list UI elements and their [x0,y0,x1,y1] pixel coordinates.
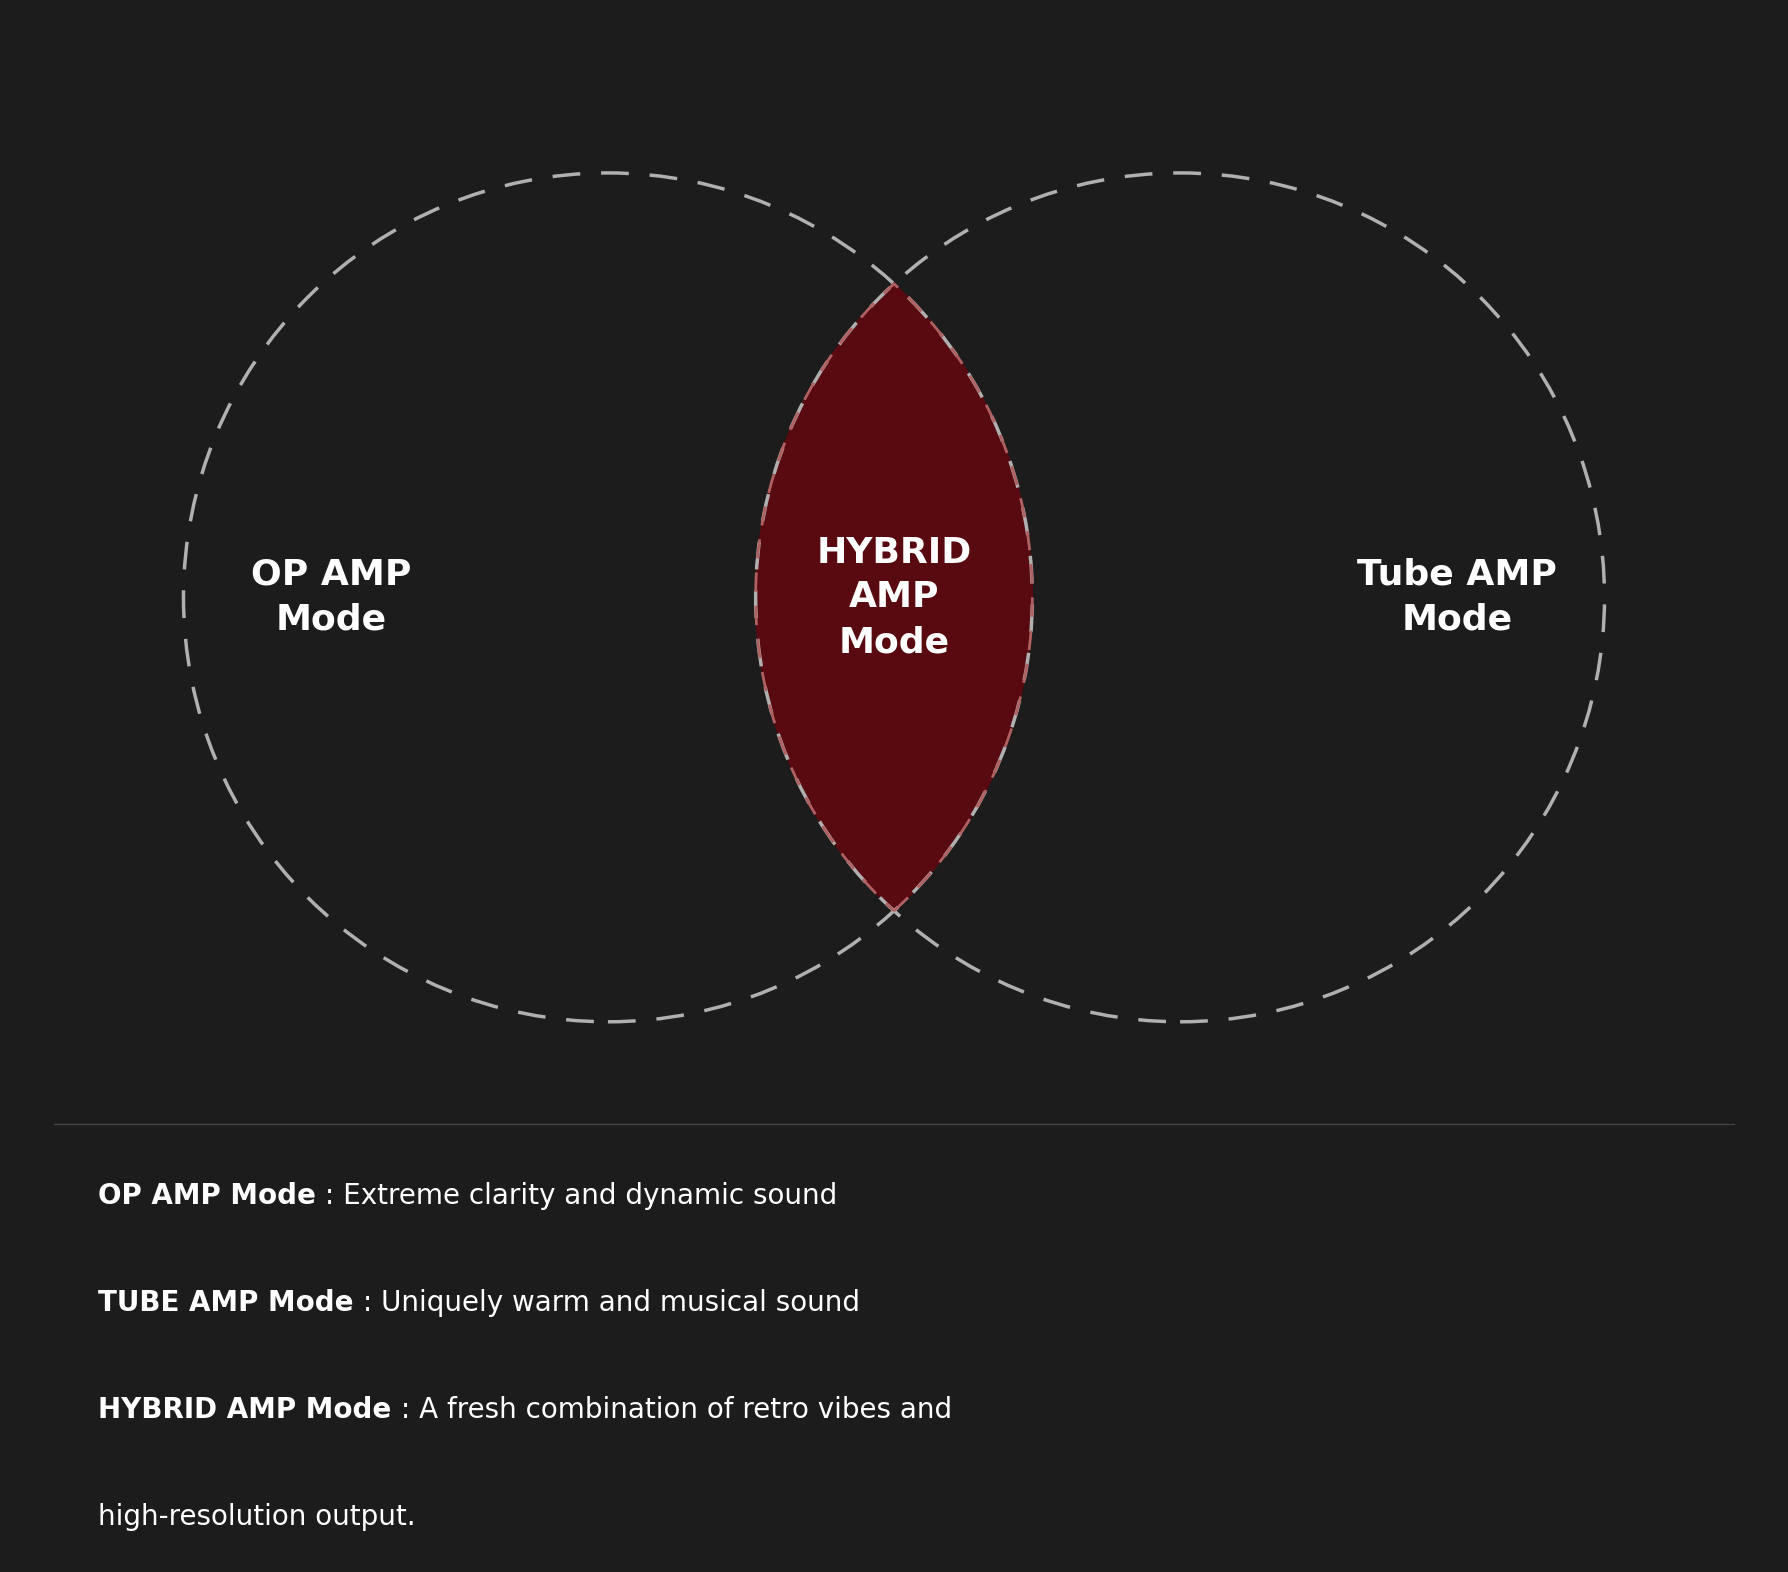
Text: Tube AMP
Mode: Tube AMP Mode [1357,558,1557,637]
Text: : A fresh combination of retro vibes and: : A fresh combination of retro vibes and [392,1396,951,1424]
Text: OP AMP Mode: OP AMP Mode [98,1182,316,1210]
Text: OP AMP
Mode: OP AMP Mode [250,558,411,637]
Text: high-resolution output.: high-resolution output. [98,1503,417,1531]
Text: : Extreme clarity and dynamic sound: : Extreme clarity and dynamic sound [316,1182,837,1210]
Text: : Uniquely warm and musical sound: : Uniquely warm and musical sound [354,1289,860,1317]
Text: HYBRID AMP Mode: HYBRID AMP Mode [98,1396,392,1424]
Text: TUBE AMP Mode: TUBE AMP Mode [98,1289,354,1317]
Text: HYBRID
AMP
Mode: HYBRID AMP Mode [817,536,971,659]
Polygon shape [756,285,1032,910]
